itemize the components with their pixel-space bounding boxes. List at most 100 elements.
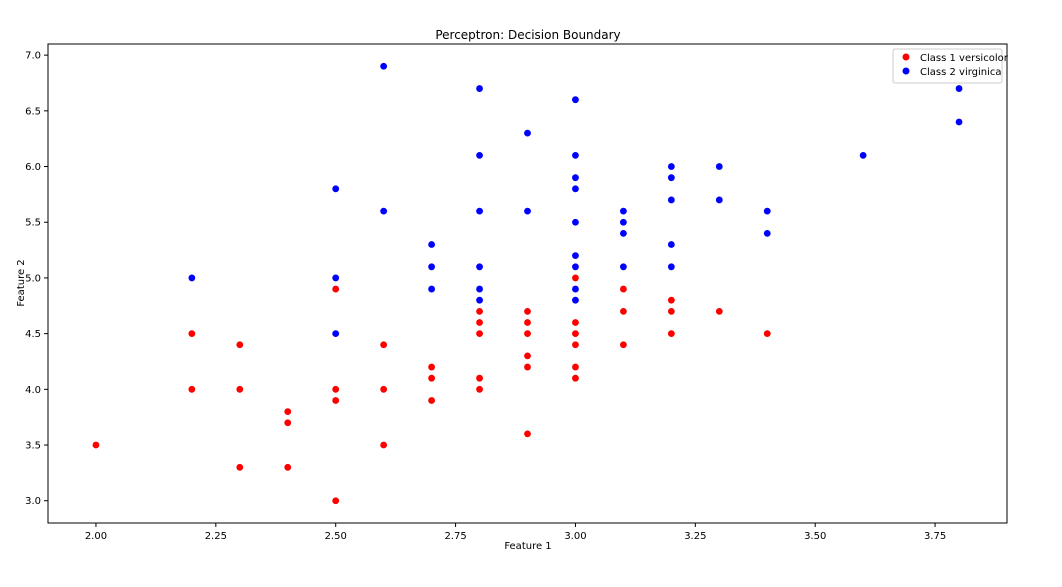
- point-series1-12: [332, 497, 340, 505]
- point-series1-2: [188, 385, 196, 393]
- point-series2-4: [380, 62, 388, 70]
- point-series1-24: [524, 307, 531, 315]
- point-series1-6: [284, 408, 292, 416]
- x-tick-label: 2.50: [325, 531, 347, 542]
- x-tick-label: 3.00: [564, 531, 586, 542]
- x-tick-label: 3.25: [684, 531, 706, 542]
- point-series1-1: [188, 330, 196, 338]
- point-series2-15: [524, 129, 531, 137]
- point-series1-30: [572, 274, 579, 282]
- point-series2-12: [476, 263, 483, 271]
- point-series1-40: [667, 307, 675, 315]
- legend-box: [892, 48, 1003, 84]
- y-tick-label: 5.5: [25, 218, 41, 229]
- plot-frame: [47, 43, 1008, 524]
- y-axis-label: Feature 2: [16, 259, 27, 306]
- point-series1-38: [620, 341, 627, 349]
- point-series2-27: [620, 218, 627, 226]
- point-series2-34: [667, 263, 675, 271]
- y-tick-label: 5.0: [25, 273, 41, 284]
- x-tick-label: 2.25: [205, 531, 227, 542]
- point-series1-32: [572, 330, 579, 338]
- point-series2-19: [572, 174, 579, 182]
- y-tick-label: 6.5: [25, 106, 41, 117]
- point-series1-25: [524, 319, 531, 326]
- point-series2-21: [572, 218, 579, 226]
- point-series1-16: [428, 363, 435, 371]
- legend: Class 1 versicolor Class 2 virginica: [892, 48, 1009, 84]
- point-series1-18: [428, 397, 435, 404]
- point-series2-5: [380, 207, 388, 215]
- x-tick-label: 3.75: [924, 531, 946, 542]
- point-series2-40: [955, 85, 963, 92]
- point-series1-37: [620, 307, 627, 315]
- point-series2-3: [332, 330, 340, 338]
- point-series1-9: [332, 285, 340, 293]
- point-series1-7: [284, 419, 292, 427]
- point-series2-38: [763, 229, 771, 237]
- point-series2-30: [667, 163, 675, 170]
- point-series2-16: [524, 207, 531, 215]
- point-series2-11: [476, 207, 483, 215]
- legend-marker-class-1: [902, 53, 910, 61]
- x-axis-label: Feature 1: [504, 541, 551, 552]
- point-series2-35: [715, 163, 723, 170]
- point-series1-0: [92, 441, 100, 449]
- y-tick-label: 3.0: [25, 496, 41, 507]
- point-series1-13: [380, 341, 388, 349]
- point-series2-6: [428, 241, 435, 248]
- legend-label-class-1: Class 1 versicolor: [920, 53, 1009, 64]
- point-series2-41: [955, 118, 963, 126]
- point-series1-19: [476, 307, 483, 315]
- point-series2-25: [572, 296, 579, 304]
- y-tick-label: 7.0: [25, 51, 41, 62]
- point-series1-35: [572, 374, 579, 382]
- y-tick-label: 4.0: [25, 385, 41, 396]
- point-series2-24: [572, 285, 579, 293]
- y-tick-label: 4.5: [25, 329, 41, 340]
- point-series1-14: [380, 385, 388, 393]
- y-tick-label: 3.5: [25, 441, 41, 452]
- point-series1-21: [476, 330, 483, 338]
- point-series2-37: [763, 207, 771, 215]
- point-series2-8: [428, 285, 435, 293]
- legend-marker-class-2: [902, 67, 910, 75]
- point-series1-41: [667, 330, 675, 338]
- point-series2-31: [667, 174, 675, 182]
- point-series2-29: [620, 263, 627, 271]
- point-series2-2: [332, 274, 340, 282]
- point-series2-33: [667, 241, 675, 248]
- point-series1-15: [380, 441, 388, 449]
- point-series2-32: [667, 196, 675, 204]
- point-series1-10: [332, 385, 340, 393]
- point-series1-27: [524, 352, 531, 360]
- point-series2-0: [188, 274, 196, 282]
- point-series1-4: [236, 385, 244, 393]
- point-series1-26: [524, 330, 531, 338]
- point-series1-31: [572, 319, 579, 326]
- y-tick-label: 6.0: [25, 162, 41, 173]
- point-series1-22: [476, 374, 483, 382]
- point-series2-10: [476, 151, 483, 159]
- point-series2-18: [572, 151, 579, 159]
- y-axis: 3.0 3.5 4.0 4.5 5.0 5.5 6.0 6.5 7.0: [25, 51, 48, 507]
- point-series1-11: [332, 397, 340, 404]
- point-series1-8: [284, 463, 292, 471]
- x-tick-label: 2.75: [444, 531, 466, 542]
- point-series2-28: [620, 229, 627, 237]
- legend-label-class-2: Class 2 virginica: [920, 67, 1002, 78]
- point-series2-39: [859, 151, 867, 159]
- point-series2-14: [476, 296, 483, 304]
- point-series1-5: [236, 463, 244, 471]
- point-series1-33: [572, 341, 579, 349]
- point-series1-17: [428, 374, 435, 382]
- point-series2-1: [332, 185, 340, 193]
- point-series1-29: [524, 430, 531, 438]
- x-tick-label: 3.50: [804, 531, 826, 542]
- point-series1-20: [476, 319, 483, 326]
- point-series1-42: [715, 307, 723, 315]
- point-series1-39: [667, 296, 675, 304]
- x-tick-label: 2.00: [85, 531, 107, 542]
